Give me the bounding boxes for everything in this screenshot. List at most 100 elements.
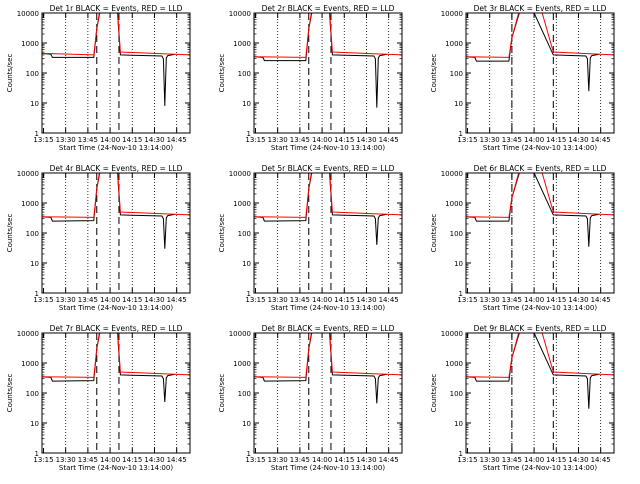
series-line-lld — [42, 333, 190, 378]
x-axis-label: Start Time (24-Nov-10 13:14:00) — [483, 144, 597, 152]
x-tick-label: 14:00 — [100, 296, 120, 304]
chart-title: Det 3r BLACK = Events, RED = LLD — [474, 4, 607, 13]
x-tick-label: 13:15 — [457, 456, 477, 464]
y-tick-label: 10000 — [441, 330, 463, 338]
plot-frame — [253, 172, 403, 294]
x-axis-label: Start Time (24-Nov-10 13:14:00) — [483, 464, 597, 472]
x-tick-label: 14:30 — [144, 456, 164, 464]
x-tick-label: 13:45 — [78, 136, 98, 144]
x-tick-label: 13:30 — [268, 136, 288, 144]
series-line-events — [254, 333, 388, 404]
y-tick-label: 1000 — [21, 360, 39, 368]
chart-panel: 1 10 100 1000 10000 13:15 13:30 13:45 14:00 14:15… — [6, 4, 191, 152]
x-tick-label: 14:30 — [356, 296, 376, 304]
plot-frame — [465, 332, 615, 454]
x-tick-label: 14:30 — [356, 136, 376, 144]
y-tick-label: 10 — [454, 100, 463, 108]
y-axis-label: Counts/sec — [218, 214, 226, 253]
x-tick-label: 13:15 — [33, 136, 53, 144]
y-tick-label: 1 — [247, 290, 251, 298]
x-tick-label: 14:30 — [144, 296, 164, 304]
y-tick-label: 1 — [247, 450, 251, 458]
y-axis-label: Counts/sec — [430, 54, 438, 93]
x-tick-label: 14:45 — [591, 296, 611, 304]
series-line-events — [42, 173, 176, 249]
y-tick-label: 100 — [238, 70, 251, 78]
y-tick-label: 1 — [35, 450, 39, 458]
x-tick-label: 14:15 — [334, 296, 354, 304]
x-tick-label: 14:15 — [334, 136, 354, 144]
x-tick-label: 14:00 — [100, 136, 120, 144]
x-tick-label: 13:15 — [457, 296, 477, 304]
y-tick-label: 10000 — [229, 330, 251, 338]
x-tick-label: 13:45 — [502, 136, 522, 144]
y-axis-label: Counts/sec — [218, 54, 226, 93]
chart-panel: 1 10 100 1000 10000 13:15 13:30 13:45 14:00 14:15… — [430, 324, 615, 472]
chart-title: Det 5r BLACK = Events, RED = LLD — [262, 164, 395, 173]
series-line-events — [466, 13, 600, 92]
series-line-lld — [254, 13, 402, 58]
y-tick-label: 1 — [35, 130, 39, 138]
y-tick-label: 100 — [26, 230, 39, 238]
x-tick-label: 14:30 — [568, 456, 588, 464]
x-tick-label: 14:45 — [379, 456, 399, 464]
chart-title: Det 7r BLACK = Events, RED = LLD — [50, 324, 183, 333]
series-line-events — [254, 173, 388, 245]
x-tick-label: 14:15 — [546, 296, 566, 304]
y-tick-label: 10 — [454, 260, 463, 268]
x-axis-label: Start Time (24-Nov-10 13:14:00) — [59, 464, 173, 472]
x-tick-label: 13:30 — [480, 136, 500, 144]
y-tick-label: 1000 — [21, 40, 39, 48]
x-tick-label: 13:45 — [290, 456, 310, 464]
x-tick-label: 14:00 — [312, 296, 332, 304]
y-axis-label: Counts/sec — [6, 214, 14, 253]
x-tick-label: 14:30 — [356, 456, 376, 464]
y-tick-label: 10000 — [17, 10, 39, 18]
series-line-events — [42, 333, 176, 403]
y-axis-label: Counts/sec — [218, 374, 226, 413]
y-tick-label: 100 — [450, 230, 463, 238]
series-line-events — [466, 333, 600, 409]
x-axis-label: Start Time (24-Nov-10 13:14:00) — [271, 464, 385, 472]
x-tick-label: 13:45 — [502, 456, 522, 464]
x-tick-label: 13:30 — [268, 296, 288, 304]
x-axis-label: Start Time (24-Nov-10 13:14:00) — [59, 304, 173, 312]
y-tick-label: 1 — [35, 290, 39, 298]
y-tick-label: 10 — [30, 100, 39, 108]
series-line-lld — [254, 173, 402, 218]
chart-panel: 1 10 100 1000 10000 13:15 13:30 13:45 14:00 14:15… — [430, 164, 615, 312]
x-axis-label: Start Time (24-Nov-10 13:14:00) — [483, 304, 597, 312]
x-tick-label: 14:30 — [144, 136, 164, 144]
x-tick-label: 14:00 — [312, 136, 332, 144]
x-tick-label: 14:30 — [568, 296, 588, 304]
x-tick-label: 14:30 — [568, 136, 588, 144]
x-tick-label: 13:30 — [480, 296, 500, 304]
x-tick-label: 14:00 — [100, 456, 120, 464]
x-tick-label: 14:45 — [167, 136, 187, 144]
y-tick-label: 1 — [247, 130, 251, 138]
chart-panel: 1 10 100 1000 10000 13:15 13:30 13:45 14:00 14:15… — [6, 164, 191, 312]
x-tick-label: 14:45 — [167, 296, 187, 304]
y-tick-label: 10000 — [229, 10, 251, 18]
x-tick-label: 13:15 — [33, 296, 53, 304]
series-line-lld — [42, 13, 190, 56]
series-line-lld — [42, 173, 190, 218]
x-tick-label: 13:45 — [78, 456, 98, 464]
series-line-events — [466, 173, 600, 247]
series-line-lld — [466, 13, 614, 58]
chart-title: Det 6r BLACK = Events, RED = LLD — [474, 164, 607, 173]
x-tick-label: 13:15 — [245, 296, 265, 304]
x-tick-label: 14:15 — [122, 456, 142, 464]
y-axis-label: Counts/sec — [430, 374, 438, 413]
y-tick-label: 100 — [26, 70, 39, 78]
x-tick-label: 14:15 — [546, 136, 566, 144]
x-tick-label: 13:30 — [56, 456, 76, 464]
chart-panel: 1 10 100 1000 10000 13:15 13:30 13:45 14:00 14:15… — [218, 4, 403, 152]
x-tick-label: 14:15 — [122, 296, 142, 304]
y-tick-label: 10 — [30, 260, 39, 268]
y-tick-label: 10 — [242, 100, 251, 108]
y-tick-label: 10000 — [17, 170, 39, 178]
x-tick-label: 14:00 — [524, 136, 544, 144]
